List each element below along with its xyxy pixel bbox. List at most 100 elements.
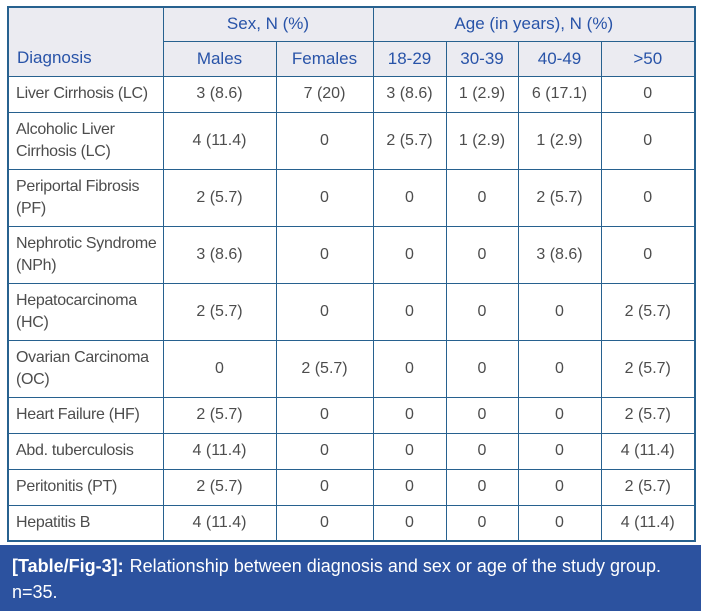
value-cell: 3 (8.6) — [517, 225, 602, 284]
value-cell: 4 (11.4) — [600, 432, 696, 470]
table-row: Hepatocarcinoma (HC) 2 (5.7) 0 0 0 0 2 (5.7) — [7, 282, 696, 341]
table-row: Peritonitis (PT) 2 (5.7) 0 0 0 0 2 (5.7) — [7, 468, 696, 506]
caption-label: [Table/Fig-3]: — [12, 556, 124, 576]
figure-caption: [Table/Fig-3]: Relationship between diagn… — [0, 545, 701, 611]
column-header-40-49: 40-49 — [517, 40, 602, 77]
value-cell: 2 (5.7) — [162, 168, 277, 227]
table-body: Liver Cirrhosis (LC) 3 (8.6) 7 (20) 3 (8.6)… — [7, 75, 696, 542]
value-cell: 0 — [372, 168, 447, 227]
value-cell: 1 (2.9) — [445, 75, 519, 113]
value-cell: 4 (11.4) — [162, 432, 277, 470]
group-header-sex: Sex, N (%) — [162, 6, 374, 42]
value-cell: 3 (8.6) — [162, 225, 277, 284]
diagnosis-table: Diagnosis Sex, N (%) Age (in years), N (… — [7, 6, 697, 542]
value-cell: 0 — [275, 468, 374, 506]
diagnosis-cell: Nephrotic Syndrome (NPh) — [7, 225, 164, 284]
diagnosis-cell: Peritonitis (PT) — [7, 468, 164, 506]
value-cell: 0 — [372, 468, 447, 506]
diagnosis-cell: Abd. tuberculosis — [7, 432, 164, 470]
value-cell: 2 (5.7) — [600, 396, 696, 434]
column-header-over-50: >50 — [600, 40, 696, 77]
diagnosis-cell: Alcoholic Liver Cirrhosis (LC) — [7, 111, 164, 170]
table-row: Nephrotic Syndrome (NPh) 3 (8.6) 0 0 0 3 (8.6… — [7, 225, 696, 284]
group-header-age: Age (in years), N (%) — [372, 6, 696, 42]
diagnosis-cell: Periportal Fibrosis (PF) — [7, 168, 164, 227]
value-cell: 0 — [372, 282, 447, 341]
column-header-females: Females — [275, 40, 374, 77]
value-cell: 2 (5.7) — [162, 468, 277, 506]
table-row: Ovarian Carcinoma (OC) 0 2 (5.7) 0 0 0 2 (5.7) — [7, 339, 696, 398]
diagnosis-cell: Hepatitis B — [7, 504, 164, 542]
value-cell: 4 (11.4) — [162, 504, 277, 542]
value-cell: 0 — [275, 396, 374, 434]
value-cell: 2 (5.7) — [372, 111, 447, 170]
value-cell: 0 — [445, 282, 519, 341]
column-header-diagnosis: Diagnosis — [7, 6, 164, 77]
value-cell: 2 (5.7) — [162, 396, 277, 434]
value-cell: 0 — [275, 225, 374, 284]
value-cell: 7 (20) — [275, 75, 374, 113]
value-cell: 0 — [372, 339, 447, 398]
table-row: Liver Cirrhosis (LC) 3 (8.6) 7 (20) 3 (8.6)… — [7, 75, 696, 113]
value-cell: 0 — [445, 168, 519, 227]
value-cell: 2 (5.7) — [275, 339, 374, 398]
value-cell: 0 — [517, 339, 602, 398]
column-header-30-39: 30-39 — [445, 40, 519, 77]
column-header-18-29: 18-29 — [372, 40, 447, 77]
value-cell: 0 — [445, 339, 519, 398]
table-header: Diagnosis Sex, N (%) Age (in years), N (… — [7, 6, 696, 77]
value-cell: 0 — [275, 168, 374, 227]
value-cell: 0 — [162, 339, 277, 398]
value-cell: 0 — [372, 504, 447, 542]
value-cell: 0 — [600, 168, 696, 227]
table-container: Diagnosis Sex, N (%) Age (in years), N (… — [7, 6, 697, 542]
value-cell: 0 — [445, 396, 519, 434]
value-cell: 0 — [372, 225, 447, 284]
diagnosis-cell: Hepatocarcinoma (HC) — [7, 282, 164, 341]
table-row: Heart Failure (HF) 2 (5.7) 0 0 0 0 2 (5.7) — [7, 396, 696, 434]
value-cell: 4 (11.4) — [162, 111, 277, 170]
value-cell: 0 — [372, 396, 447, 434]
value-cell: 0 — [275, 282, 374, 341]
diagnosis-cell: Liver Cirrhosis (LC) — [7, 75, 164, 113]
value-cell: 0 — [600, 111, 696, 170]
value-cell: 1 (2.9) — [517, 111, 602, 170]
value-cell: 0 — [275, 111, 374, 170]
value-cell: 1 (2.9) — [445, 111, 519, 170]
value-cell: 6 (17.1) — [517, 75, 602, 113]
table-row: Abd. tuberculosis 4 (11.4) 0 0 0 0 4 (11.4) — [7, 432, 696, 470]
value-cell: 0 — [600, 75, 696, 113]
table-row: Periportal Fibrosis (PF) 2 (5.7) 0 0 0 2 (5.7… — [7, 168, 696, 227]
header-group-row: Diagnosis Sex, N (%) Age (in years), N (… — [7, 6, 696, 77]
diagnosis-cell: Heart Failure (HF) — [7, 396, 164, 434]
value-cell: 3 (8.6) — [162, 75, 277, 113]
value-cell: 0 — [445, 225, 519, 284]
value-cell: 0 — [600, 225, 696, 284]
value-cell: 0 — [517, 432, 602, 470]
value-cell: 3 (8.6) — [372, 75, 447, 113]
value-cell: 0 — [517, 282, 602, 341]
value-cell: 2 (5.7) — [162, 282, 277, 341]
table-row: Alcoholic Liver Cirrhosis (LC) 4 (11.4) 0 2… — [7, 111, 696, 170]
caption-note: n=35. — [12, 582, 58, 602]
value-cell: 0 — [372, 432, 447, 470]
value-cell: 0 — [275, 504, 374, 542]
header-columns-row: Males Females 18-29 30-39 40-49 >50 — [8, 40, 696, 77]
value-cell: 0 — [517, 504, 602, 542]
value-cell: 0 — [445, 432, 519, 470]
column-header-males: Males — [162, 40, 277, 77]
value-cell: 2 (5.7) — [600, 339, 696, 398]
value-cell: 0 — [517, 468, 602, 506]
diagnosis-cell: Ovarian Carcinoma (OC) — [7, 339, 164, 398]
value-cell: 0 — [445, 504, 519, 542]
value-cell: 2 (5.7) — [600, 468, 696, 506]
caption-text: Relationship between diagnosis and sex o… — [129, 556, 662, 576]
value-cell: 0 — [445, 468, 519, 506]
value-cell: 4 (11.4) — [600, 504, 696, 542]
value-cell: 0 — [275, 432, 374, 470]
value-cell: 2 (5.7) — [600, 282, 696, 341]
value-cell: 2 (5.7) — [517, 168, 602, 227]
value-cell: 0 — [517, 396, 602, 434]
